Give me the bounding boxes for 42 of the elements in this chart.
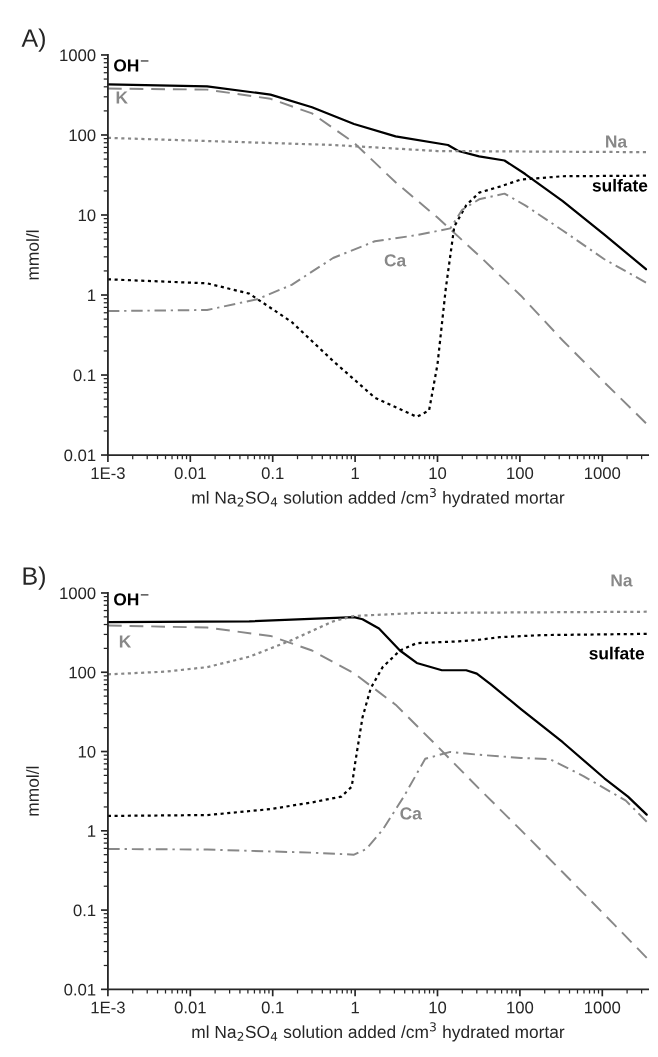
y-tick-label: 100 (69, 666, 96, 679)
x-tick-label: 1000 (585, 467, 621, 480)
y-tick-label: 1000 (60, 587, 96, 600)
x-tick-label: 100 (507, 467, 534, 480)
y-tick-label: 10 (78, 209, 96, 222)
x-tick-label: 1E-3 (91, 1001, 125, 1014)
series-label: Na (611, 574, 633, 587)
chart-title: A) (21, 28, 45, 52)
series-label: K (116, 91, 128, 104)
y-axis-title: mmol/l (26, 766, 39, 816)
x-tick-label: 1E-3 (91, 467, 125, 480)
x-tick-label: 0.1 (261, 1001, 284, 1014)
series-label: Ca (400, 807, 422, 820)
x-axis-title: ml Na$_{2}$SO$_{4}$ solution added /cm$^{3}$ hydrated mortar (192, 487, 565, 508)
series-label: sulfate (589, 646, 645, 660)
y-tick-label: 100 (69, 129, 96, 142)
x-tick-label: 1000 (585, 1001, 621, 1014)
y-tick-label: 1000 (60, 49, 96, 62)
x-tick-label: 0.01 (174, 467, 206, 480)
y-tick-label: 1 (88, 825, 96, 837)
series-label: K (119, 635, 132, 648)
x-tick-label: 100 (507, 1001, 534, 1014)
y-tick-label: 0.1 (73, 369, 96, 382)
series-label: OH$^{−}$ (114, 59, 149, 72)
series-label: OH$^{−}$ (114, 593, 149, 606)
y-tick-label: 10 (78, 745, 96, 758)
y-axis-title: mmol/l (26, 230, 39, 280)
x-tick-label: 1 (351, 1001, 359, 1014)
y-tick-label: 1 (88, 289, 96, 302)
x-tick-label: 10 (429, 1001, 447, 1014)
chart-title: B) (23, 566, 45, 590)
x-tick-label: 10 (429, 467, 447, 480)
x-tick-label: 0.1 (261, 467, 284, 480)
x-tick-label: 1 (351, 467, 359, 479)
series-label: sulfate (592, 178, 648, 192)
y-tick-label: 0.01 (64, 449, 96, 462)
series-label: Na (606, 135, 628, 148)
y-tick-label: 0.1 (73, 904, 96, 917)
x-tick-label: 0.01 (174, 1001, 206, 1014)
y-tick-label: 0.01 (64, 983, 96, 996)
series-label: Ca (384, 254, 407, 267)
x-axis-title: ml Na$_{2}$SO$_{4}$ solution added /cm$^{3}$ hydrated mortar (192, 1022, 565, 1042)
